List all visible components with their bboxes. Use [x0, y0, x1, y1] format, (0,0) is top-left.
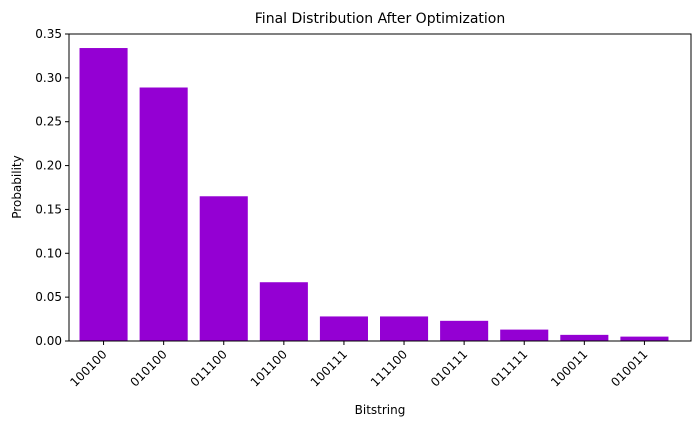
bar-011100 [199, 196, 248, 341]
y-tick-label: 0.25 [35, 115, 62, 129]
bar-010011 [620, 336, 669, 341]
x-tick-label: 111100 [368, 347, 410, 389]
axes-frame [68, 33, 692, 342]
bar-010111 [440, 320, 489, 341]
y-tick-label: 0.20 [35, 159, 62, 173]
y-tick-label: 0.30 [35, 71, 62, 85]
y-tick-label: 0.00 [35, 334, 62, 348]
bar-111100 [380, 316, 429, 341]
y-tick-label: 0.15 [35, 202, 62, 216]
bar-100100 [79, 48, 128, 341]
x-axis-label: Bitstring [355, 403, 406, 417]
x-tick-label: 011100 [188, 347, 230, 389]
bar-010100 [139, 87, 188, 342]
x-tick-label: 100011 [548, 347, 590, 389]
bar-100111 [319, 316, 368, 341]
bar-100011 [560, 334, 609, 341]
plot-area: 100100 010100 011100 101100 100111 111100 0101… [35, 27, 669, 390]
y-axis-label: Probability [10, 155, 24, 218]
y-tick-label: 0.35 [35, 27, 62, 41]
chart-title: Final Distribution After Optimization [255, 11, 505, 27]
x-tick-label: 011111 [488, 347, 530, 389]
x-tick-label: 100111 [308, 347, 350, 389]
bar-101100 [259, 282, 308, 341]
x-tick-label: 100100 [67, 347, 109, 389]
bar-011111 [500, 329, 549, 341]
x-tick-label: 010111 [428, 347, 470, 389]
x-tick-label: 010100 [127, 347, 169, 389]
y-tick-label: 0.10 [35, 246, 62, 260]
y-tick-label: 0.05 [35, 290, 62, 304]
x-tick-label: 101100 [248, 347, 290, 389]
x-tick-label: 010011 [608, 347, 650, 389]
